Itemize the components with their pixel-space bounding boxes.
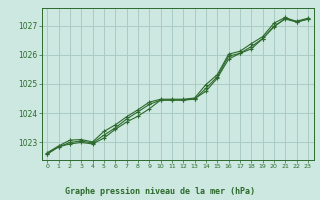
Text: Graphe pression niveau de la mer (hPa): Graphe pression niveau de la mer (hPa) <box>65 187 255 196</box>
